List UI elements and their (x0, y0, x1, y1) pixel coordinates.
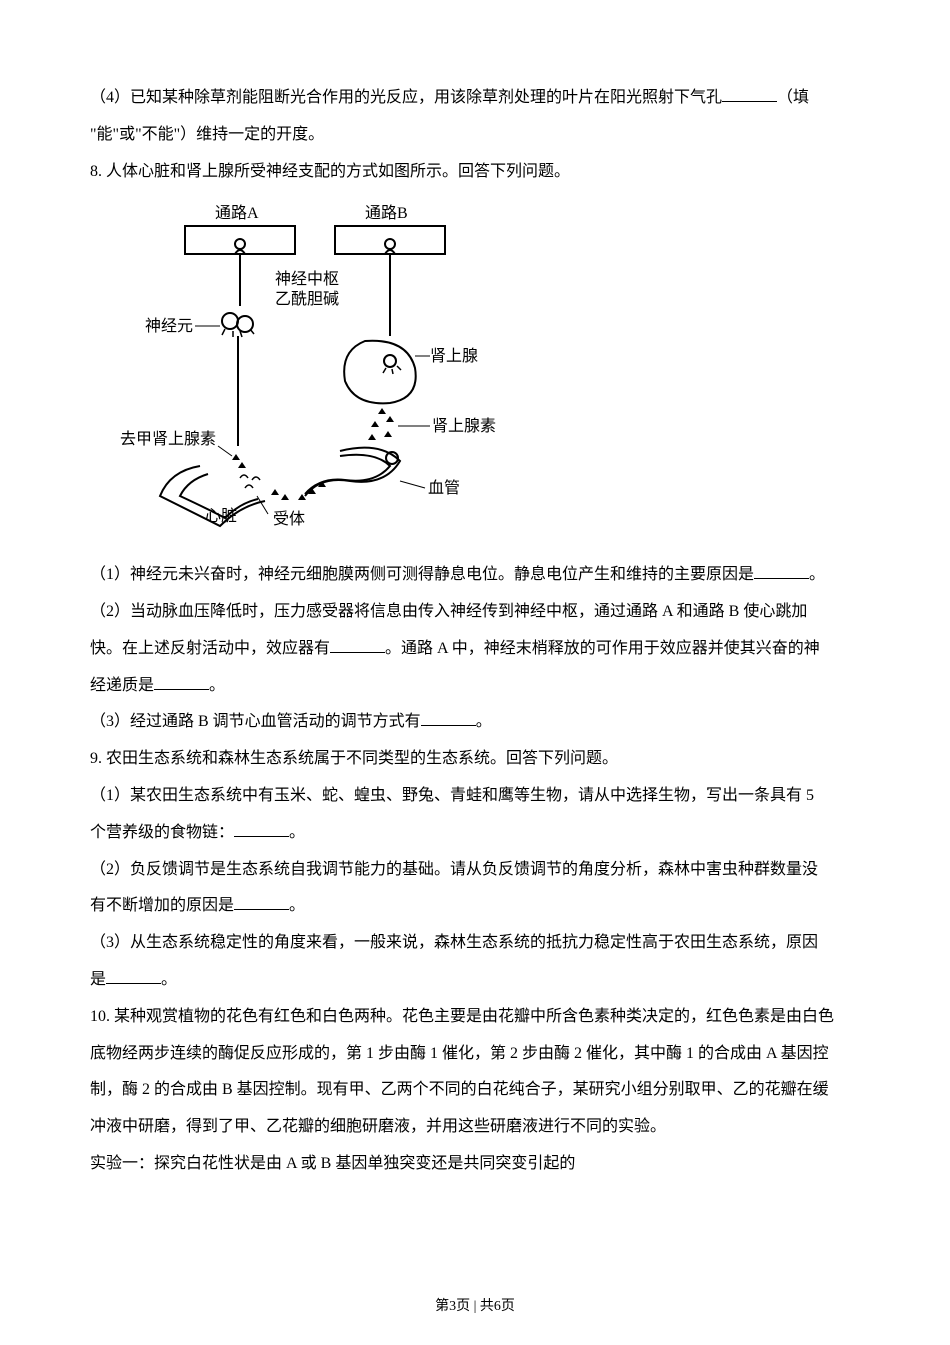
q9-p3-l2: 是。 (90, 962, 860, 999)
q10-l1: 10. 某种观赏植物的花色有红色和白色两种。花色主要是由花瓣中所含色素种类决定的… (90, 999, 860, 1036)
q9-p3-blank (106, 967, 161, 984)
q10-l2: 底物经两步连续的酶促反应形成的，第 1 步由酶 1 催化，第 2 步由酶 2 催… (90, 1036, 860, 1073)
q4-text-a: （4）已知某种除草剂能阻断光合作用的光反应，用该除草剂处理的叶片在阳光照射下气孔 (90, 89, 722, 106)
q8-p2-blank2 (154, 673, 209, 690)
q9-p2-l2: 有不断增加的原因是。 (90, 888, 860, 925)
epinephrine-particles (368, 408, 394, 440)
q8-p3-blank (421, 709, 476, 726)
page-footer: 第3页 | 共6页 (0, 1295, 950, 1315)
q9-p1-l1: （1）某农田生态系统中有玉米、蛇、蝗虫、野兔、青蛙和鹰等生物，请从中选择生物，写… (90, 778, 860, 815)
label-norepi: 去甲肾上腺素 (120, 430, 216, 448)
label-heart: 心脏 (205, 507, 237, 525)
q4-blank (722, 85, 777, 102)
label-adrenal: 肾上腺 (430, 347, 478, 365)
q9-p3-l1: （3）从生态系统稳定性的角度来看，一般来说，森林生态系统的抵抗力稳定性高于农田生… (90, 925, 860, 962)
q8-p2-l2: 快。在上述反射活动中，效应器有。通路 A 中，神经末梢释放的可作用于效应器并使其… (90, 631, 860, 668)
label-vessel: 血管 (428, 479, 460, 497)
label-nerve-center: 神经中枢 (275, 270, 339, 288)
label-neuron: 神经元 (145, 317, 193, 335)
label-epinephrine: 肾上腺素 (432, 417, 496, 435)
q4-line1: （4）已知某种除草剂能阻断光合作用的光反应，用该除草剂处理的叶片在阳光照射下气孔… (90, 80, 860, 117)
q10-l3: 制，酶 2 的合成由 B 基因控制。现有甲、乙两个不同的白花纯合子，某研究小组分… (90, 1072, 860, 1109)
q9-p1-blank (234, 820, 289, 837)
q9-p2-blank (234, 893, 289, 910)
q8-stem: 8. 人体心脏和肾上腺所受神经支配的方式如图所示。回答下列问题。 (90, 154, 860, 191)
q8-p2-l3: 经递质是。 (90, 668, 860, 705)
q8-p1-blank (754, 562, 809, 579)
q10-l4: 冲液中研磨，得到了甲、乙花瓣的细胞研磨液，并用这些研磨液进行不同的实验。 (90, 1109, 860, 1146)
q10-l5: 实验一：探究白花性状是由 A 或 B 基因单独突变还是共同突变引起的 (90, 1146, 860, 1183)
document-body: （4）已知某种除草剂能阻断光合作用的光反应，用该除草剂处理的叶片在阳光照射下气孔… (90, 80, 860, 1183)
q9-stem: 9. 农田生态系统和森林生态系统属于不同类型的生态系统。回答下列问题。 (90, 741, 860, 778)
q8-p3: （3）经过通路 B 调节心血管活动的调节方式有。 (90, 704, 860, 741)
label-ach: 乙酰胆碱 (275, 290, 339, 308)
q8-diagram: 通路A 通路B 神经中枢 乙酰胆碱 神经元 肾上腺 (90, 196, 860, 551)
label-path-b: 通路B (365, 204, 408, 222)
q9-p2-l1: （2）负反馈调节是生态系统自我调节能力的基础。请从负反馈调节的角度分析，森林中害… (90, 852, 860, 889)
label-receptor: 受体 (273, 510, 305, 528)
q8-p1: （1）神经元未兴奋时，神经元细胞膜两侧可测得静息电位。静息电位产生和维持的主要原… (90, 557, 860, 594)
q4-text-b: （填 (777, 89, 809, 106)
q8-p2-blank1 (330, 636, 385, 653)
q9-p1-l2: 个营养级的食物链：。 (90, 815, 860, 852)
q8-p2-l1: （2）当动脉血压降低时，压力感受器将信息由传入神经传到神经中枢，通过通路 A 和… (90, 594, 860, 631)
label-path-a: 通路A (215, 204, 259, 222)
q4-line2: "能"或"不能"）维持一定的开度。 (90, 117, 860, 154)
